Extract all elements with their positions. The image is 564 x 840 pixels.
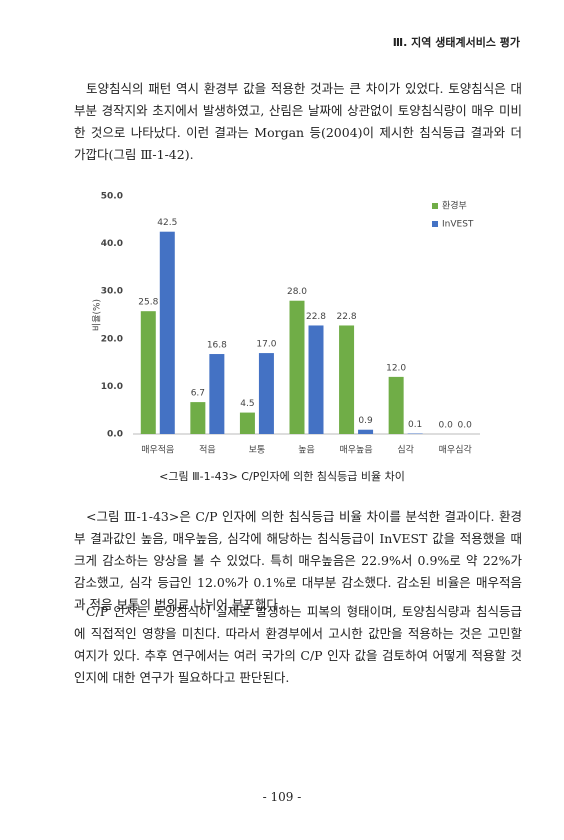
legend-label: InVEST [442,220,474,230]
value-label: 4.5 [240,399,254,409]
value-label: 16.8 [207,341,227,351]
value-label: 0.0 [439,421,454,431]
x-tick-label: 매우높음 [340,445,373,456]
bar [258,353,274,434]
x-tick-label: 적음 [199,444,216,456]
x-tick-label: 매우심각 [439,444,472,456]
bar [140,311,156,434]
legend-swatch [432,203,438,209]
bar [388,376,404,434]
x-tick-label: 심각 [397,444,414,456]
bar [308,325,324,434]
y-tick-label: 20.0 [101,334,123,344]
y-tick-label: 10.0 [101,382,123,392]
legend-swatch [432,221,438,227]
value-label: 0.9 [358,416,373,426]
legend-label: 환경부 [442,200,467,212]
paragraph: C/P 인자는 토양침식이 실제로 발생하는 피복의 형태이며, 토양침식량과 … [74,604,522,685]
value-label: 6.7 [191,389,205,399]
bar [239,412,255,434]
bar [190,402,206,434]
value-label: 0.1 [408,420,422,430]
page-number: - 109 - [262,790,302,804]
bar [289,300,305,434]
value-label: 22.8 [306,312,326,322]
y-tick-label: 30.0 [101,287,123,297]
y-tick-label: 0.0 [107,430,123,440]
value-label: 42.5 [157,218,177,228]
y-tick-label: 50.0 [101,192,123,202]
value-label: 28.0 [287,287,307,297]
paragraph: <그림 Ⅲ-1-43>은 C/P 인자에 의한 침식등급 비율 차이를 분석한 … [74,509,522,612]
x-tick-label: 보통 [249,445,266,456]
bar [209,354,225,434]
value-label: 17.0 [256,340,276,350]
figure-caption: <그림 Ⅲ-1-43> C/P인자에 의한 침식등급 비율 차이 [159,470,405,483]
x-tick-label: 매우적음 [141,444,174,456]
header-title: Ⅲ. 지역 생태계서비스 평가 [392,36,520,49]
x-tick-label: 높음 [298,445,315,456]
value-label: 22.8 [337,312,357,322]
bar [358,429,374,434]
bar [159,231,175,434]
y-axis-label: 비율(%) [92,299,103,331]
y-tick-label: 40.0 [101,239,123,249]
paragraph: 토양침식의 패턴 역시 환경부 값을 적용한 것과는 큰 차이가 있었다. 토양… [74,81,522,162]
value-label: 25.8 [138,298,158,308]
value-label: 12.0 [386,363,406,373]
value-label: 0.0 [458,421,473,431]
bar [339,325,355,434]
